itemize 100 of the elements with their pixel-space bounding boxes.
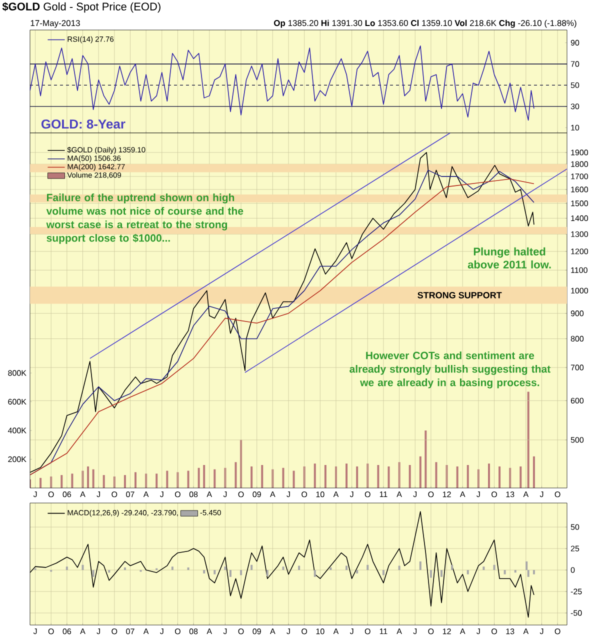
x-tick-label: A <box>523 492 529 498</box>
x-tick-label: J <box>476 628 480 634</box>
x-tick-label: 13 <box>506 492 514 498</box>
x-tick-label: O <box>492 492 497 498</box>
y-tick-label: 700 <box>570 364 584 370</box>
y-tick-label: 1600 <box>571 186 588 192</box>
x-tick-label: J <box>476 492 480 498</box>
x-tick-label: J <box>413 492 417 498</box>
x-tick-label: A <box>333 628 339 634</box>
y-tick-label: 10 <box>571 124 580 130</box>
x-tick-label: A <box>270 628 276 634</box>
y-tick-label: 1900 <box>571 150 588 156</box>
x-tick-label: 09 <box>252 628 261 634</box>
x-tick-label: O <box>428 492 434 498</box>
x-tick-label: A <box>143 628 149 634</box>
x-tick-label: J <box>286 492 290 498</box>
x-tick-label: J <box>350 628 354 634</box>
x-tick-label: J <box>223 492 227 498</box>
y2-tick-label: 600K <box>8 398 26 405</box>
y-tick-label: 600 <box>570 398 584 404</box>
y-tick-label: 800 <box>570 336 584 342</box>
text: Op 1385.20 Hi 1391.30 Lo 1353.60 Cl 1359.10 Vol 218.6K Chg -26.10 (-1.88%) <box>274 20 576 28</box>
x-tick-label: J <box>33 492 37 498</box>
y-tick-label: 1500 <box>571 200 588 206</box>
x-tick-label: A <box>460 492 466 498</box>
x-tick-label: 11 <box>380 628 388 634</box>
x-tick-label: J <box>96 492 100 498</box>
y-tick-label: 1800 <box>571 161 588 167</box>
x-tick-label: A <box>270 492 276 498</box>
x-tick-label: O <box>302 628 308 634</box>
x-tick-label: 12 <box>442 492 451 498</box>
band-label: STRONG SUPPORT <box>418 292 502 298</box>
x-tick-label: O <box>238 628 244 634</box>
y-tick-label: 1000 <box>571 288 588 294</box>
x-tick-label: J <box>540 628 544 634</box>
x-tick-label: J <box>413 628 417 634</box>
annotation: Plunge halted above 2011 low. <box>468 247 551 268</box>
x-tick-label: 12 <box>442 628 451 634</box>
x-tick-label: O <box>302 492 308 498</box>
x-tick-label: 06 <box>62 628 72 634</box>
x-tick-label: O <box>48 492 54 498</box>
x-tick-label: A <box>396 628 402 634</box>
y-tick-label: 500 <box>570 437 584 443</box>
annotation: Failure of the uptrend shown on high volume was not nice of course and the worst case is a retreat to the strong support close to $1000... <box>46 194 244 244</box>
x-tick-label: J <box>160 492 164 498</box>
y-tick-label: -50 <box>570 610 582 616</box>
x-tick-label: J <box>96 628 100 634</box>
y-tick-label: 1200 <box>571 248 588 254</box>
y-tick-label: 30 <box>570 104 580 110</box>
x-tick-label: A <box>80 628 86 634</box>
x-tick-label: O <box>238 492 244 498</box>
y2-tick-label: 800K <box>8 370 26 376</box>
y-tick-label: 70 <box>570 61 580 67</box>
y-tick-label: 50 <box>570 82 580 88</box>
x-tick-label: 07 <box>126 628 134 634</box>
x-tick-label: O <box>112 628 118 634</box>
x-tick-label: A <box>143 492 149 498</box>
x-tick-label: O <box>174 628 180 634</box>
x-tick-label: 13 <box>506 628 514 634</box>
x-tick-label: J <box>33 628 37 634</box>
x-tick-label: O <box>554 492 560 498</box>
x-tick-label: O <box>174 492 180 498</box>
x-tick-label: O <box>554 628 560 634</box>
x-tick-label: J <box>286 628 290 634</box>
x-tick-label: 11 <box>380 492 388 498</box>
y2-tick-label: 200K <box>8 456 26 462</box>
x-tick-label: J <box>160 628 164 634</box>
x-tick-label: A <box>206 492 212 498</box>
y-tick-label: 25 <box>570 546 580 552</box>
x-tick-label: O <box>112 492 118 498</box>
x-tick-label: J <box>223 628 227 634</box>
x-tick-label: O <box>492 628 497 634</box>
x-tick-label: O <box>48 628 54 634</box>
x-tick-label: 10 <box>316 492 324 498</box>
y-tick-label: 1700 <box>571 174 588 180</box>
y-tick-label: 1400 <box>571 215 588 222</box>
x-tick-label: A <box>206 628 212 634</box>
y-tick-label: 50 <box>570 524 580 530</box>
y-tick-label: 900 <box>570 310 584 316</box>
y-tick-label: 0 <box>570 567 575 573</box>
x-tick-label: A <box>80 492 86 498</box>
x-tick-label: A <box>333 492 339 498</box>
y2-tick-label: 400K <box>8 428 26 434</box>
annotation: GOLD: 8-Year <box>41 119 126 129</box>
x-tick-label: O <box>364 492 370 498</box>
chart-title: $GOLD Gold - Spot Price (EOD) <box>2 2 160 13</box>
x-tick-label: 06 <box>62 492 72 498</box>
chart-subtitle: 17-May-2013 <box>30 20 80 28</box>
annotation: However COTs and sentiment are already strongly bullish suggesting that we are already in a basing process. <box>350 352 550 388</box>
y-tick-label: -25 <box>570 588 582 594</box>
x-tick-label: 08 <box>189 628 198 634</box>
y-tick-label: 1100 <box>571 267 588 273</box>
x-tick-label: 09 <box>252 492 261 498</box>
x-tick-label: A <box>460 628 466 634</box>
x-tick-label: A <box>523 628 529 634</box>
x-tick-label: 08 <box>189 492 198 498</box>
x-tick-label: O <box>364 628 370 634</box>
y-tick-label: 90 <box>570 40 580 46</box>
x-tick-label: A <box>396 492 402 498</box>
x-tick-label: J <box>350 492 354 498</box>
